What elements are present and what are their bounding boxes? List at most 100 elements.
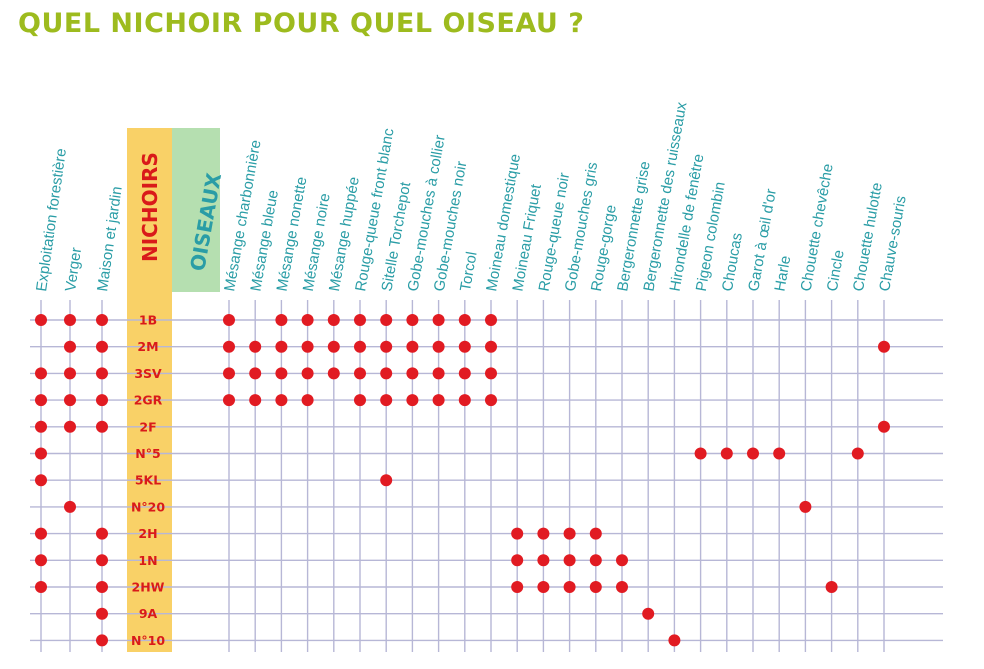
habitat-dot (35, 554, 47, 567)
nichoir-label: N°20 (131, 499, 165, 514)
bird-dot (485, 367, 497, 380)
habitat-dot (35, 527, 47, 540)
nichoir-label: 3SV (134, 366, 162, 381)
habitat-dot (96, 634, 108, 647)
bird-label: Choucas (719, 231, 746, 292)
habitat-dot (96, 367, 108, 380)
bird-dot (458, 314, 471, 326)
bird-dot (301, 367, 314, 380)
oiseaux-band (172, 128, 220, 292)
bird-dot (563, 527, 576, 540)
habitat-dot (64, 500, 76, 513)
habitat-label: Verger (62, 246, 85, 292)
habitat-dot (96, 581, 108, 593)
bird-dot (616, 581, 628, 593)
bird-dot (301, 314, 314, 326)
bird-dot (406, 367, 419, 380)
bird-label: Torcol (457, 250, 481, 292)
habitat-dot (64, 340, 76, 353)
header-bands (127, 128, 220, 652)
habitat-dot (64, 367, 76, 380)
nichoir-label: 1B (139, 313, 157, 328)
bird-dot (301, 394, 314, 407)
bird-dot (354, 340, 366, 353)
bird-dot (249, 367, 262, 380)
bird-dot (380, 394, 393, 407)
bird-dot (327, 314, 340, 326)
bird-dot (511, 581, 524, 593)
bird-dot (747, 447, 759, 460)
nichoir-label: 1N (138, 553, 157, 568)
bird-dot (878, 420, 890, 433)
bird-dot (275, 340, 288, 353)
habitat-dot (35, 394, 47, 407)
bird-dot (327, 340, 340, 353)
bird-dot (380, 314, 393, 326)
bird-dot (327, 367, 340, 380)
habitat-dot (35, 581, 47, 593)
bird-label: Cincle (824, 249, 848, 293)
bird-dot (485, 314, 497, 326)
nichoir-label: N°10 (131, 633, 165, 648)
bird-dot (511, 554, 524, 567)
habitat-dot (96, 554, 108, 567)
bird-dot (511, 527, 524, 540)
bird-dot (354, 314, 366, 326)
bird-dot (223, 340, 235, 353)
bird-dot (249, 340, 262, 353)
bird-dot (380, 367, 393, 380)
bird-dot (432, 394, 445, 407)
bird-dot (223, 394, 235, 407)
bird-dot (878, 340, 890, 353)
nichoir-label: 2H (138, 526, 157, 541)
bird-dot (694, 447, 707, 460)
bird-dot (380, 474, 393, 487)
habitat-dot (35, 447, 47, 460)
nichoirs-header: NICHOIRS (138, 152, 162, 262)
bird-dot (589, 581, 602, 593)
habitat-dot (64, 420, 76, 433)
bird-dot (223, 367, 235, 380)
nichoir-label: 2M (137, 339, 158, 354)
bird-dot (720, 447, 733, 460)
bird-dot (642, 607, 655, 620)
bird-dot (432, 340, 445, 353)
bird-dot (249, 394, 262, 407)
habitat-dot (64, 394, 76, 407)
habitat-dot (64, 314, 76, 326)
bird-dot (458, 367, 471, 380)
bird-dot (799, 500, 812, 513)
bird-label: Harle (771, 254, 794, 292)
bird-dot (537, 554, 550, 567)
bird-dot (432, 367, 445, 380)
habitat-dot (96, 394, 108, 407)
nichoir-label: 2GR (134, 393, 163, 408)
bird-dot (275, 394, 288, 407)
habitat-dot (35, 367, 47, 380)
bird-dot (537, 581, 550, 593)
bird-dot (668, 634, 681, 647)
habitat-label: Maison et jardin (94, 185, 126, 292)
bird-dot (458, 394, 471, 407)
habitat-dot (35, 314, 47, 326)
nichoir-label: 2F (139, 419, 156, 434)
nichoir-label: 9A (139, 606, 158, 621)
bird-dot (563, 581, 576, 593)
bird-dot (563, 554, 576, 567)
bird-dot (589, 554, 602, 567)
bird-dot (616, 554, 628, 567)
page-title: QUEL NICHOIR POUR QUEL OISEAU ? (18, 8, 585, 39)
bird-dot (485, 394, 497, 407)
bird-dot (851, 447, 864, 460)
habitat-dot (96, 314, 108, 326)
bird-dot (275, 314, 288, 326)
bird-dot (537, 527, 550, 540)
habitat-dot (96, 340, 108, 353)
habitat-dot (35, 420, 47, 433)
habitat-dot (96, 607, 108, 620)
bird-dot (825, 581, 838, 593)
bird-dot (432, 314, 445, 326)
matrix-dots (35, 314, 890, 647)
bird-dot (589, 527, 602, 540)
